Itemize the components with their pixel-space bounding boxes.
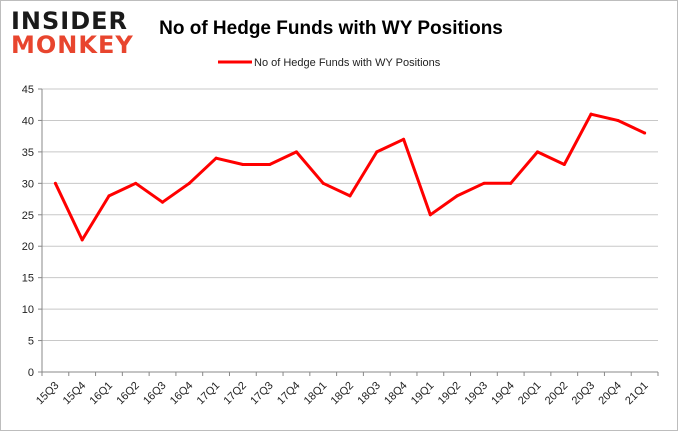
data-point [482,181,486,185]
x-tick-label: 17Q2 [221,380,249,408]
x-tick-label: 16Q2 [114,380,142,408]
data-point [562,162,566,166]
data-point [321,181,325,185]
x-tick-label: 15Q4 [61,380,89,408]
y-tick-label: 10 [22,304,34,316]
data-point [375,150,379,154]
y-tick-label: 45 [22,84,34,96]
legend: No of Hedge Funds with WY Positions [218,57,441,69]
y-tick-label: 0 [28,367,34,379]
data-point [294,150,298,154]
x-tick-label: 17Q4 [275,380,303,408]
data-point [161,200,165,204]
x-tick-label: 18Q1 [302,380,330,408]
x-tick-labels: 15Q3 15Q4 16Q1 16Q2 16Q3 16Q4 17Q1 17Q2 17Q3 17Q4… [34,380,651,408]
y-tick-label: 30 [22,178,34,190]
x-tick-label: 20Q2 [543,380,571,408]
chart-title: No of Hedge Funds with WY Positions [159,18,503,39]
data-point [616,118,620,122]
data-point [535,150,539,154]
x-tick-label: 18Q2 [329,380,357,408]
y-tick-label: 40 [22,115,34,127]
x-tick-label: 17Q3 [248,380,276,408]
x-tick-label: 21Q1 [623,380,651,408]
x-tick-label: 19Q1 [409,380,437,408]
series-line [53,112,647,242]
insider-monkey-logo: INSIDER MONKEY [11,7,134,59]
y-tick-label: 15 [22,273,34,285]
data-point [107,194,111,198]
y-tick-label: 35 [22,147,34,159]
data-point [241,162,245,166]
data-point [589,112,593,116]
y-tick-label: 5 [28,336,34,348]
x-tick-label: 17Q1 [195,380,223,408]
legend-label: No of Hedge Funds with WY Positions [254,57,441,69]
data-point [268,162,272,166]
logo-line2: MONKEY [11,31,134,59]
y-tick-labels: 0 5 10 15 20 25 30 35 40 45 [22,84,34,379]
x-tick-label: 20Q4 [596,380,624,408]
data-point [348,194,352,198]
x-tick-label: 19Q4 [489,380,517,408]
x-tick-label: 16Q3 [141,380,169,408]
x-tick-label: 19Q3 [463,380,491,408]
data-point [214,156,218,160]
y-tick-label: 20 [22,241,34,253]
y-tick-label: 25 [22,210,34,222]
data-point [80,238,84,242]
data-point [402,137,406,141]
data-point [428,213,432,217]
axes [38,88,659,376]
x-tick-label: 18Q3 [355,380,383,408]
x-tick-label: 16Q1 [88,380,116,408]
x-tick-label: 19Q2 [436,380,464,408]
logo-line1: INSIDER [11,7,128,35]
data-point [643,131,647,135]
data-point [53,181,57,185]
data-point [509,181,513,185]
x-tick-label: 18Q4 [382,380,410,408]
data-point [134,181,138,185]
data-point [455,194,459,198]
x-tick-label: 15Q3 [34,380,62,408]
x-tick-label: 16Q4 [168,380,196,408]
series-layer [53,112,647,242]
x-tick-label: 20Q1 [516,380,544,408]
x-tick-label: 20Q3 [570,380,598,408]
data-point [187,181,191,185]
gridlines [42,88,658,342]
